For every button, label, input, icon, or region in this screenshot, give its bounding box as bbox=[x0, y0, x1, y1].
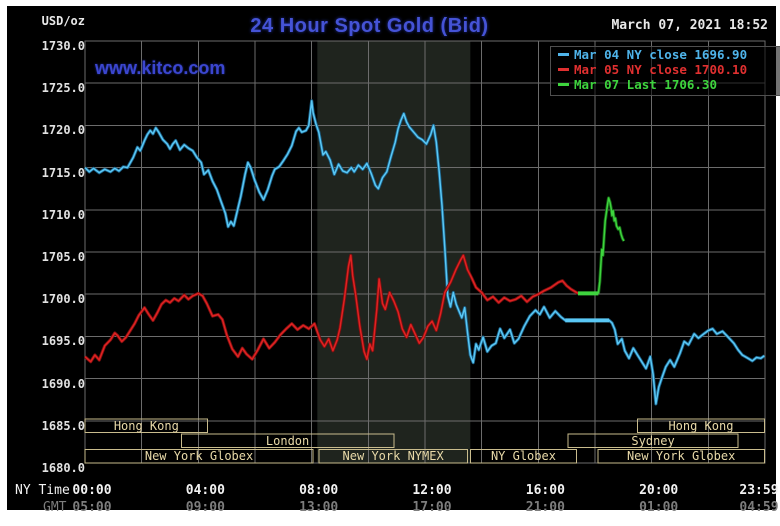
x-tick-gmt: 01:00 bbox=[639, 500, 679, 515]
x-tick-gmt: 09:00 bbox=[185, 500, 225, 515]
legend-entry: Mar 07 Last 1706.30 bbox=[551, 77, 780, 92]
x-tick-gmt: 17:00 bbox=[412, 500, 452, 515]
y-axis-units-label: USD/oz bbox=[41, 14, 85, 28]
session-box bbox=[567, 433, 739, 448]
series-cyan-line bbox=[84, 100, 765, 405]
session-label: Hong Kong bbox=[668, 418, 734, 433]
session-label: NY Globex bbox=[490, 449, 556, 464]
y-axis-tick-label: 1710.0 bbox=[41, 207, 85, 222]
y-axis-tick-label: 1680.0 bbox=[41, 461, 85, 475]
kitco-watermark: www.kitco.com bbox=[95, 58, 226, 78]
legend-label: Mar 04 NY close 1696.90 bbox=[574, 47, 748, 62]
x-tick-gmt: 21:00 bbox=[525, 500, 565, 515]
x-tick-gmt: 04:59 bbox=[739, 500, 779, 515]
session-box bbox=[84, 449, 314, 464]
y-axis-tick-label: 1705.0 bbox=[41, 250, 85, 264]
legend-entry: Mar 05 NY close 1700.10 bbox=[551, 62, 780, 77]
plot-area bbox=[83, 40, 766, 464]
page-title: 24 Hour Spot Gold (Bid) bbox=[250, 15, 489, 37]
y-axis-tick-label: 1730.0 bbox=[41, 39, 85, 53]
y-axis-tick-label: 1700.0 bbox=[41, 292, 85, 307]
legend-label: Mar 05 NY close 1700.10 bbox=[574, 62, 748, 77]
y-axis-tick-label: 1720.0 bbox=[41, 123, 85, 138]
session-label: New York Globex bbox=[626, 449, 736, 464]
x-tick-ny-time: 23:59 bbox=[739, 483, 779, 498]
series-red-line bbox=[84, 254, 579, 363]
legend-label: Mar 07 Last 1706.30 bbox=[574, 77, 717, 92]
x-tick-ny-time: 04:00 bbox=[185, 483, 225, 498]
y-axis-tick-label: 1690.0 bbox=[41, 376, 85, 391]
x-tick-gmt: 05:00 bbox=[72, 500, 112, 515]
x-tick-ny-time: 20:00 bbox=[639, 483, 679, 498]
session-box bbox=[180, 433, 395, 448]
x-tick-ny-time: 08:00 bbox=[299, 483, 339, 498]
session-box bbox=[84, 418, 209, 433]
y-axis-tick-label: 1695.0 bbox=[41, 334, 85, 349]
legend-dash-icon bbox=[558, 83, 569, 86]
session-label: New York Globex bbox=[144, 449, 254, 464]
legend-box: Mar 04 NY close 1696.90 Mar 05 NY close 1… bbox=[550, 46, 780, 96]
y-axis-tick-label: 1685.0 bbox=[41, 418, 85, 433]
session-box bbox=[469, 449, 578, 464]
x-tick-ny-time: 16:00 bbox=[525, 483, 565, 498]
x-tick-ny-time: 12:00 bbox=[412, 483, 452, 498]
chart-timestamp: March 07, 2021 18:52 bbox=[611, 18, 768, 33]
chart-panel: USD/oz 24 Hour Spot Gold (Bid) March 07,… bbox=[7, 6, 780, 515]
x-axis-secondary-label: GMT bbox=[43, 500, 67, 515]
y-axis-tick-label: 1725.0 bbox=[41, 81, 85, 96]
session-label: London bbox=[265, 433, 310, 448]
series-green-line bbox=[597, 197, 625, 294]
y-axis-tick-label: 1715.0 bbox=[41, 165, 85, 180]
session-box bbox=[597, 449, 765, 464]
legend-dash-icon bbox=[558, 53, 569, 56]
session-label: Sydney bbox=[631, 433, 675, 448]
x-tick-ny-time: 00:00 bbox=[72, 483, 112, 498]
session-label: New York NYMEX bbox=[342, 449, 444, 464]
legend-entry: Mar 04 NY close 1696.90 bbox=[551, 47, 780, 62]
session-box bbox=[318, 449, 468, 464]
x-axis-primary-label: NY Time bbox=[15, 483, 70, 498]
session-box bbox=[637, 418, 765, 433]
legend-dash-icon bbox=[558, 68, 569, 71]
session-label: Hong Kong bbox=[113, 418, 179, 433]
x-tick-gmt: 13:00 bbox=[299, 500, 339, 515]
